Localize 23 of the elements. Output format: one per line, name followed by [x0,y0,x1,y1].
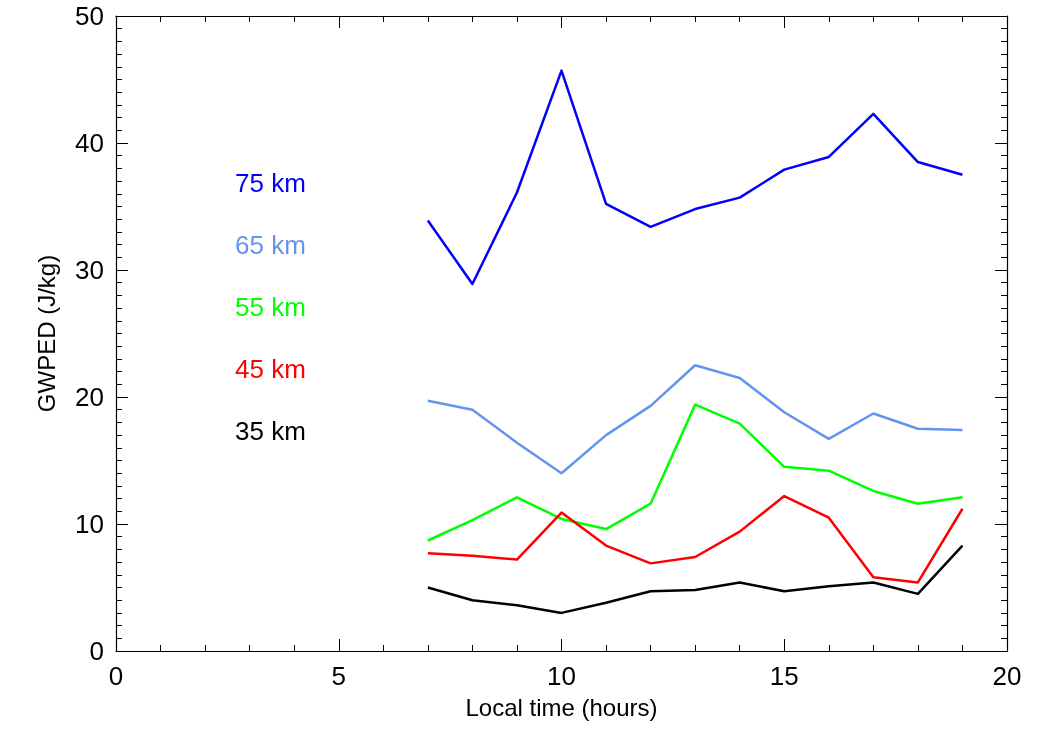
line-series [426,69,964,286]
x-tick-label: 0 [108,661,124,691]
y-tick-label: 50 [75,1,104,31]
text: 35 km [235,416,306,446]
line-series [426,364,964,475]
x-tick-label: 15 [769,661,799,691]
text: 45 km [235,354,306,384]
line-series [426,494,964,584]
x-axis-title: Local time (hours) [465,693,658,721]
y-tick-label: 20 [75,382,104,412]
y-axis-title: GWPED (J/kg) [32,254,60,413]
text: 65 km [235,230,306,260]
line-series [426,544,964,615]
x-tick-label: 5 [331,661,346,691]
x-tick-label: 10 [547,661,576,691]
y-tick-label: 10 [75,509,104,539]
y-tick-label: 30 [75,255,104,285]
line-series [426,403,964,542]
text: 55 km [235,292,306,322]
y-tick-label: 40 [75,128,104,158]
y-tick-label: 0 [89,636,104,666]
text: 75 km [235,168,306,198]
x-tick-label: 20 [992,661,1022,691]
